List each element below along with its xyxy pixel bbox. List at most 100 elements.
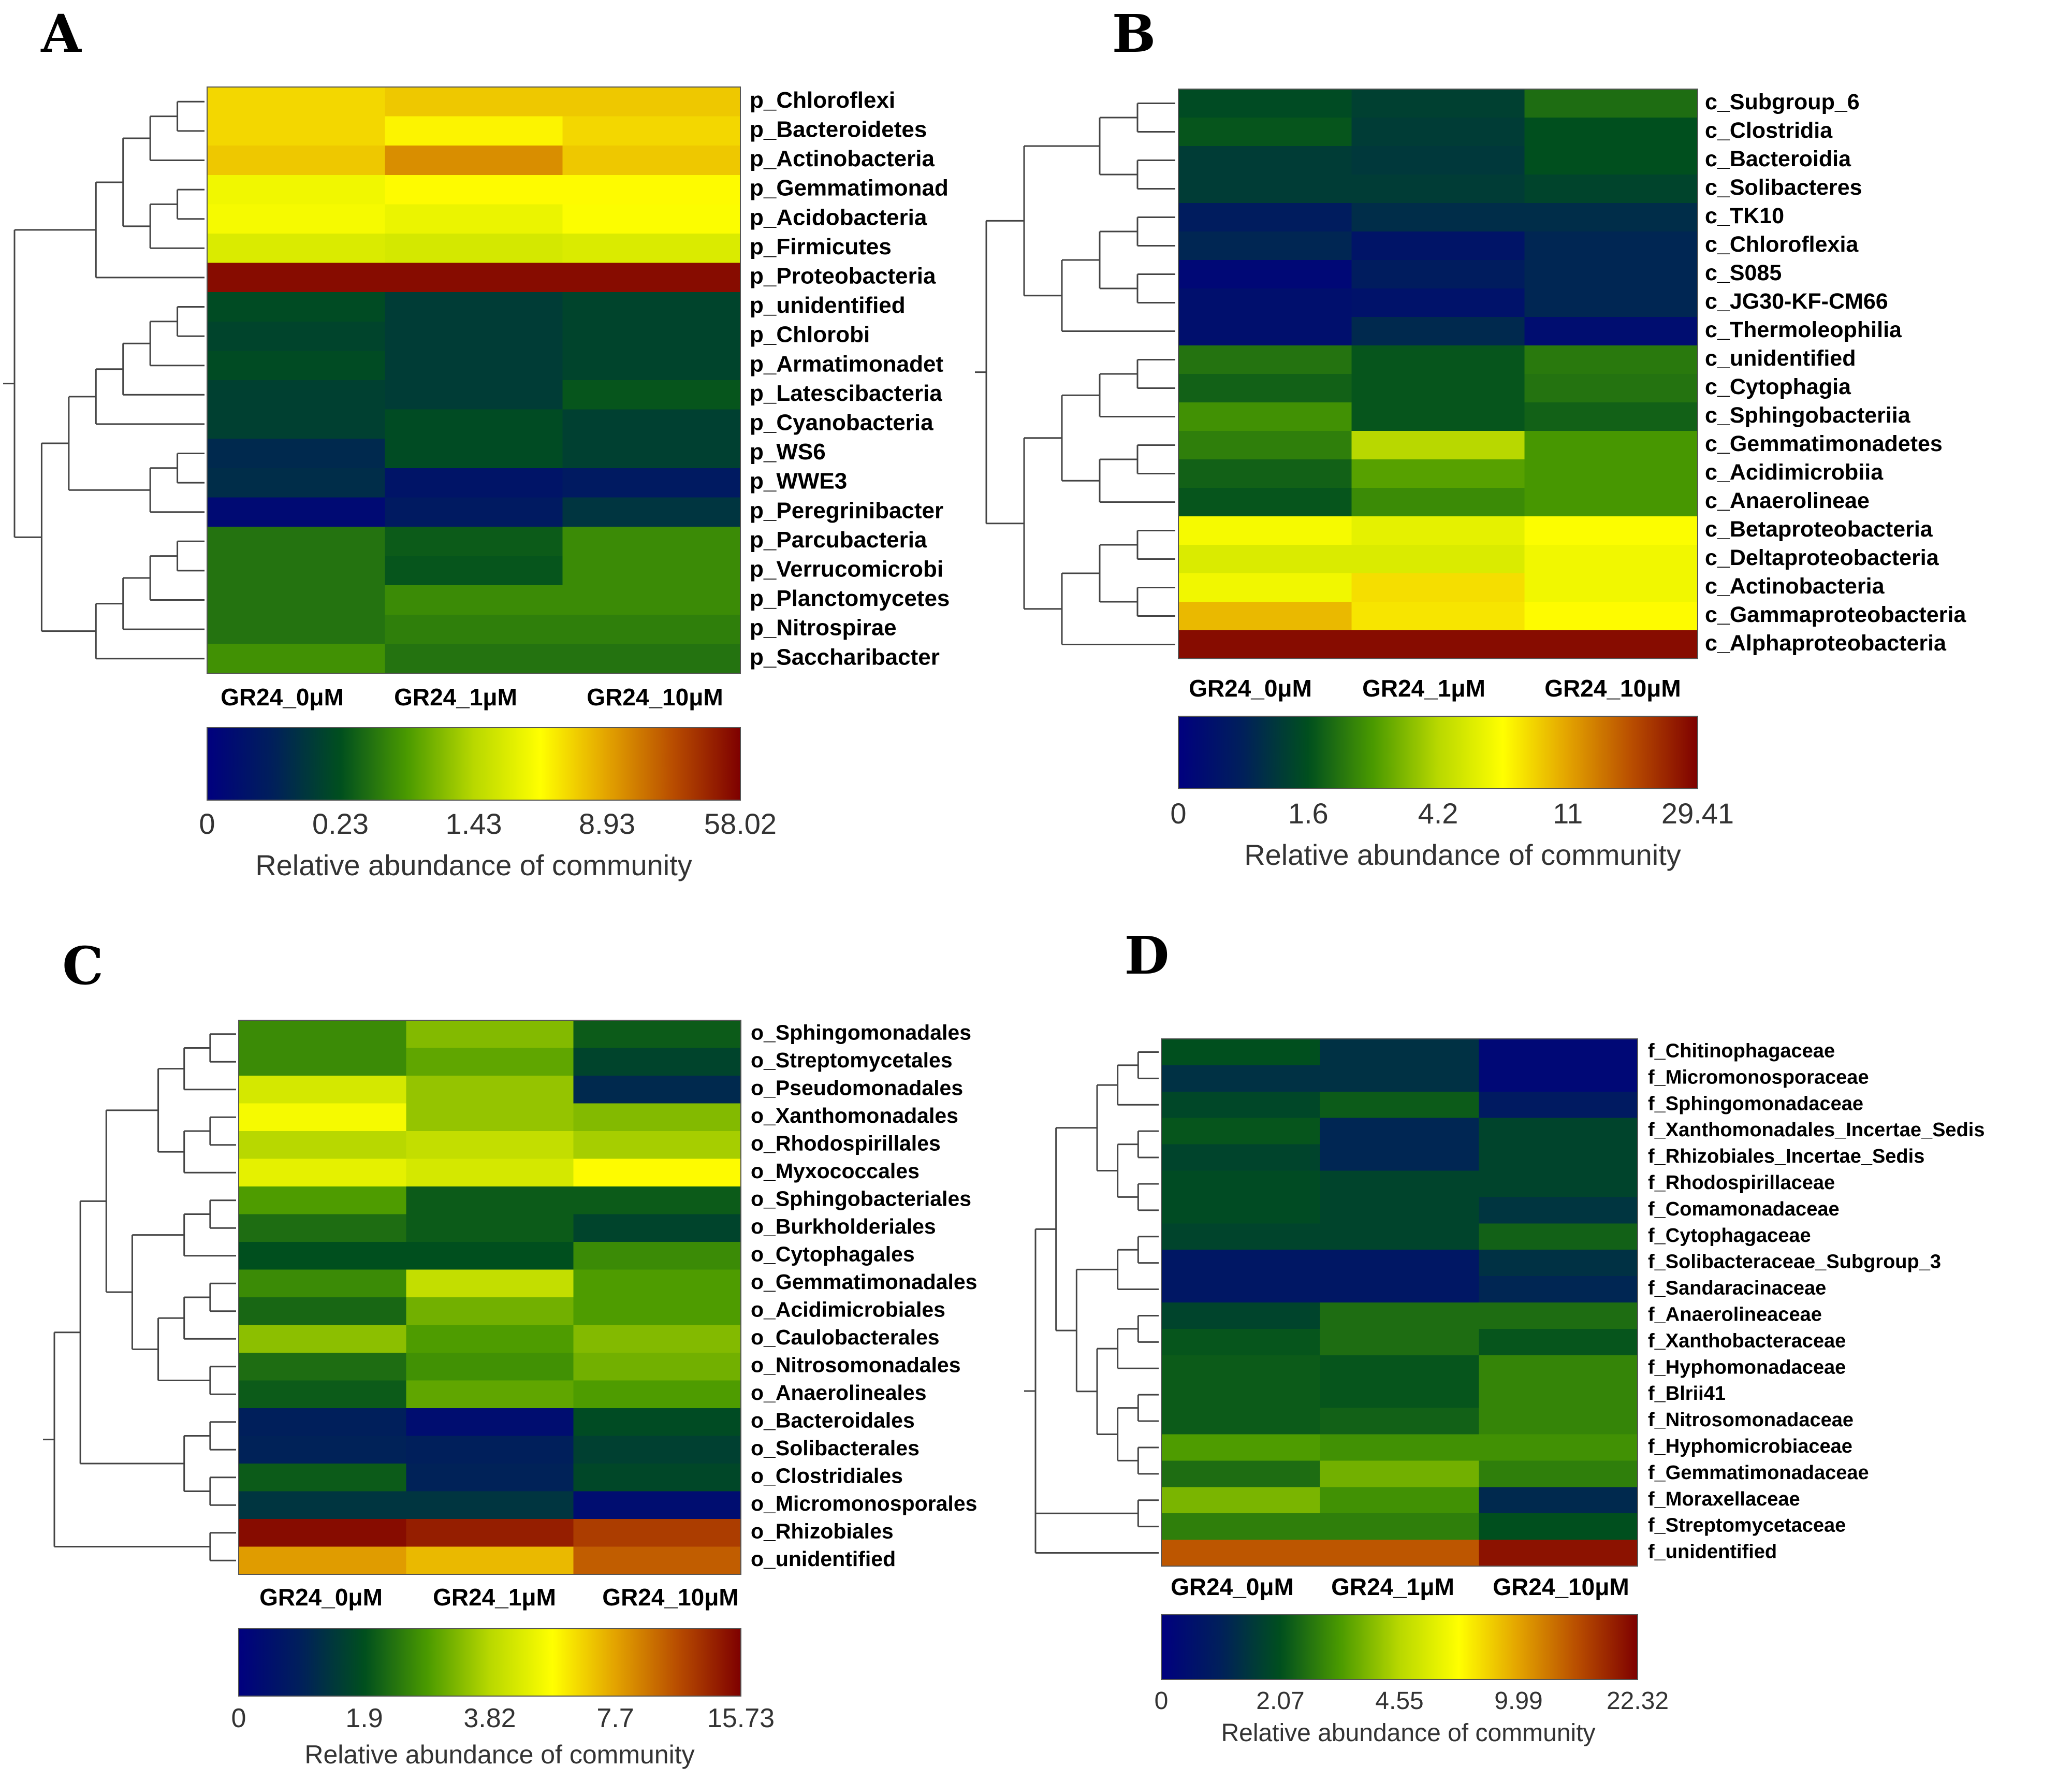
colorbar-tick-label: 22.32 bbox=[1607, 1687, 1669, 1715]
heatmap-cell bbox=[239, 1408, 406, 1437]
heatmap-cell bbox=[1524, 118, 1698, 147]
heatmap-cell bbox=[1320, 1381, 1479, 1409]
panel-letter: D bbox=[1125, 925, 1170, 986]
heatmap-cell bbox=[239, 1269, 406, 1298]
heatmap-cell bbox=[239, 1325, 406, 1353]
row-label: p_Gemmatimonad bbox=[750, 176, 949, 201]
heatmap-cell bbox=[1524, 231, 1698, 260]
dendrogram bbox=[975, 103, 1175, 645]
heatmap-cell bbox=[1178, 288, 1352, 317]
heatmap-cell bbox=[1320, 1460, 1479, 1487]
heatmap-cell bbox=[385, 175, 563, 205]
heatmap-cell bbox=[1161, 1381, 1321, 1409]
heatmap-cell bbox=[562, 556, 741, 586]
heatmap-cell bbox=[1524, 260, 1698, 289]
colorbar-tick-label: 15.73 bbox=[707, 1703, 775, 1733]
heatmap-cell bbox=[1320, 1302, 1479, 1329]
colorbar-tick-label: 0.23 bbox=[312, 807, 369, 840]
heatmap-cell bbox=[385, 87, 563, 117]
heatmap-cell bbox=[1479, 1197, 1638, 1224]
heatmap-cell bbox=[207, 585, 385, 615]
heatmap-cell bbox=[1479, 1039, 1638, 1066]
row-label: p_Planctomycetes bbox=[750, 586, 950, 611]
heatmap-cell bbox=[385, 321, 563, 351]
heatmap-cell bbox=[406, 1214, 574, 1242]
heatmap-cell bbox=[385, 234, 563, 264]
heatmap-cell bbox=[385, 380, 563, 410]
heatmap-cell bbox=[207, 556, 385, 586]
row-label: c_TK10 bbox=[1705, 204, 1784, 228]
colorbar-tick-label: 1.9 bbox=[345, 1703, 383, 1733]
heatmap-cell bbox=[239, 1546, 406, 1575]
heatmap-cell bbox=[1320, 1408, 1479, 1435]
heatmap-cell bbox=[1524, 203, 1698, 232]
row-label: p_Saccharibacter bbox=[750, 644, 940, 670]
heatmap-cell bbox=[573, 1076, 741, 1104]
heatmap-cell bbox=[1351, 545, 1525, 574]
heatmap-cell bbox=[1320, 1118, 1479, 1145]
heatmap-cell bbox=[385, 497, 563, 527]
heatmap-cell bbox=[406, 1131, 574, 1160]
heatmap-cell bbox=[406, 1297, 574, 1326]
row-label: c_Clostridia bbox=[1705, 118, 1833, 143]
heatmap-cell bbox=[1351, 175, 1525, 204]
heatmap-cell bbox=[1524, 345, 1698, 374]
heatmap-cell bbox=[1320, 1276, 1479, 1303]
heatmap-cell bbox=[406, 1519, 574, 1547]
heatmap-cell bbox=[562, 175, 741, 205]
heatmap-cell bbox=[207, 409, 385, 439]
heatmap-cell bbox=[1161, 1197, 1321, 1224]
heatmap-cell bbox=[239, 1353, 406, 1381]
row-label: o_Sphingomonadales bbox=[751, 1021, 971, 1045]
colorbar-tick-label: 4.2 bbox=[1418, 797, 1458, 830]
heatmap-cell bbox=[406, 1269, 574, 1298]
heatmap-cell bbox=[239, 1380, 406, 1409]
heatmap-cell bbox=[406, 1464, 574, 1492]
heatmap-cell bbox=[1320, 1170, 1479, 1197]
column-label: GR24_1μM bbox=[1331, 1573, 1454, 1600]
heatmap-cell bbox=[562, 380, 741, 410]
row-label: p_unidentified bbox=[750, 293, 906, 318]
heatmap-border bbox=[207, 86, 741, 674]
heatmap-cell bbox=[1351, 516, 1525, 545]
row-label: f_Solibacteraceae_Subgroup_3 bbox=[1648, 1251, 1941, 1273]
row-label: o_Bacteroidales bbox=[751, 1409, 915, 1432]
panel-letter: B bbox=[1112, 3, 1156, 64]
heatmap-cell bbox=[406, 1103, 574, 1132]
heatmap-cell bbox=[1178, 488, 1352, 517]
heatmap-cell bbox=[1178, 175, 1352, 204]
column-label: GR24_10μM bbox=[1544, 675, 1681, 702]
heatmap-cell bbox=[1479, 1144, 1638, 1171]
row-label: c_JG30-KF-CM66 bbox=[1705, 289, 1888, 314]
row-label: p_Chlorobi bbox=[750, 322, 870, 347]
heatmap-cell bbox=[1320, 1197, 1479, 1224]
heatmap-cell bbox=[1161, 1065, 1321, 1092]
heatmap-cell bbox=[1178, 459, 1352, 488]
heatmap-panel-c: Co_Sphingomonadales o_Streptomycetales o_P… bbox=[43, 935, 977, 1769]
heatmap-cell bbox=[573, 1408, 741, 1437]
heatmap-cell bbox=[207, 468, 385, 498]
column-label: GR24_10μM bbox=[602, 1584, 738, 1611]
heatmap-cell bbox=[1351, 488, 1525, 517]
heatmap-cell bbox=[1479, 1118, 1638, 1145]
heatmap-cell bbox=[1351, 573, 1525, 602]
heatmap-cell bbox=[207, 204, 385, 234]
heatmap-cell bbox=[1479, 1355, 1638, 1382]
heatmap-cell bbox=[239, 1076, 406, 1104]
heatmap-cell bbox=[1524, 630, 1698, 659]
colorbar-tick-label: 3.82 bbox=[463, 1703, 516, 1733]
column-label: GR24_1μM bbox=[394, 684, 517, 711]
row-label: c_Cytophagia bbox=[1705, 374, 1851, 399]
heatmap-cell bbox=[1524, 459, 1698, 488]
heatmap-cell bbox=[1351, 630, 1525, 659]
heatmap-cell bbox=[562, 644, 741, 674]
row-label: c_Subgroup_6 bbox=[1705, 90, 1860, 114]
heatmap-cell bbox=[573, 1325, 741, 1353]
heatmap-cell bbox=[1479, 1302, 1638, 1329]
heatmap-cell bbox=[1351, 374, 1525, 403]
colorbar-tick-label: 8.93 bbox=[579, 807, 635, 840]
row-label: o_Acidimicrobiales bbox=[751, 1298, 945, 1322]
heatmap-cell bbox=[1178, 203, 1352, 232]
heatmap-cell bbox=[1161, 1513, 1321, 1540]
